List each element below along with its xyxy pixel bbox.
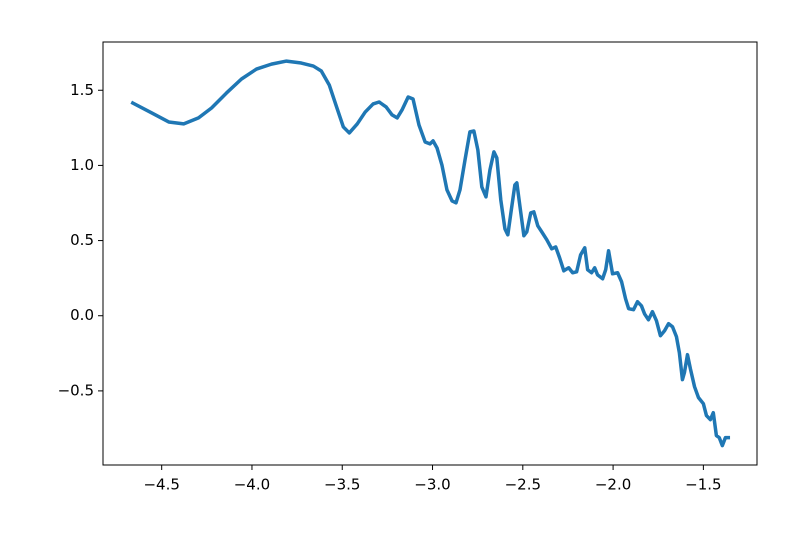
x-tick-label: −4.5 — [143, 476, 179, 494]
x-tick-label: −2.5 — [505, 476, 541, 494]
y-tick-label: 0.5 — [70, 231, 94, 249]
x-tick-label: −3.5 — [324, 476, 360, 494]
data-line — [130, 59, 731, 448]
x-tick-label: −1.5 — [685, 476, 721, 494]
x-tick-label: −4.0 — [234, 476, 270, 494]
y-tick-label: 1.5 — [70, 81, 94, 99]
x-tick-label: −2.0 — [595, 476, 631, 494]
plot-frame — [102, 41, 758, 466]
x-tick-label: −3.0 — [414, 476, 450, 494]
y-tick-label: 1.0 — [70, 156, 94, 174]
y-tick-label: 0.0 — [70, 306, 94, 324]
y-tick-label: −0.5 — [58, 381, 94, 399]
